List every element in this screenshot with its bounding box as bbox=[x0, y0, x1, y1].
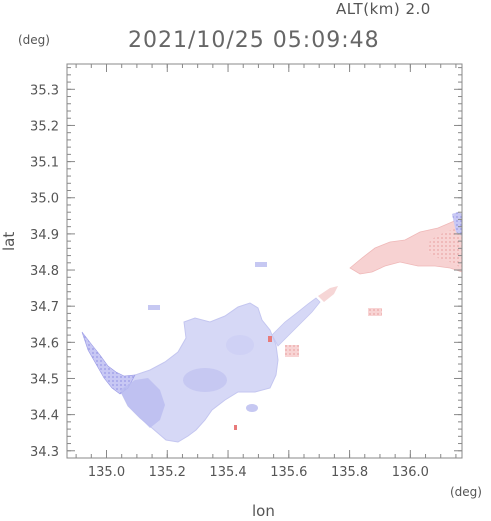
patch-negative-1 bbox=[183, 368, 227, 392]
y-tick-label: 34.5 bbox=[30, 372, 59, 387]
x-tick-label: 135.6 bbox=[270, 465, 307, 480]
x-tick-label: 135.2 bbox=[149, 465, 186, 480]
x-tick-label: 135.0 bbox=[88, 465, 125, 480]
y-tick-label: 34.3 bbox=[30, 445, 59, 460]
x-tick-label: 135.4 bbox=[209, 465, 246, 480]
plot-frame bbox=[66, 63, 463, 459]
velocity-field bbox=[81, 212, 463, 443]
timestamp: 2021/10/25 05:09:48 bbox=[128, 28, 380, 53]
region-negative-strong bbox=[120, 378, 165, 428]
region-negative-edge bbox=[452, 212, 462, 236]
island-7 bbox=[268, 336, 272, 342]
region-positive-band bbox=[318, 286, 338, 302]
altitude-label: ALT(km) 2.0 bbox=[336, 0, 431, 18]
y-axis-ticks: 35.3 35.2 35.1 35.0 34.9 34.8 34.7 34.6 34.5 34.4… bbox=[30, 67, 462, 460]
island-4 bbox=[285, 345, 299, 357]
island-1 bbox=[148, 305, 160, 310]
y-tick-label: 34.4 bbox=[30, 409, 59, 424]
region-negative-band bbox=[271, 297, 321, 347]
y-tick-label: 35.0 bbox=[30, 192, 59, 207]
y-axis-unit: (deg) bbox=[18, 33, 50, 47]
x-axis-ticks: 135.0 135.2 135.4 135.6 135.8 136.0 bbox=[75, 64, 457, 480]
region-positive-strong bbox=[428, 228, 462, 268]
patch-negative-2 bbox=[226, 335, 254, 355]
island-3 bbox=[246, 404, 258, 412]
y-tick-label: 34.9 bbox=[30, 228, 59, 243]
y-tick-label: 35.2 bbox=[30, 119, 59, 134]
y-tick-label: 34.8 bbox=[30, 264, 59, 279]
island-5 bbox=[368, 308, 382, 316]
region-negative-tail bbox=[81, 331, 136, 395]
y-tick-label: 34.7 bbox=[30, 300, 59, 315]
y-tick-label: 34.6 bbox=[30, 336, 59, 351]
x-axis-unit: (deg) bbox=[450, 485, 482, 499]
y-tick-label: 35.1 bbox=[30, 156, 59, 171]
x-tick-label: 136.0 bbox=[392, 465, 429, 480]
island-6 bbox=[234, 425, 237, 430]
x-axis-label: lon bbox=[252, 502, 275, 520]
x-tick-label: 135.8 bbox=[331, 465, 368, 480]
island-2 bbox=[255, 262, 267, 267]
y-tick-label: 35.3 bbox=[30, 83, 59, 98]
